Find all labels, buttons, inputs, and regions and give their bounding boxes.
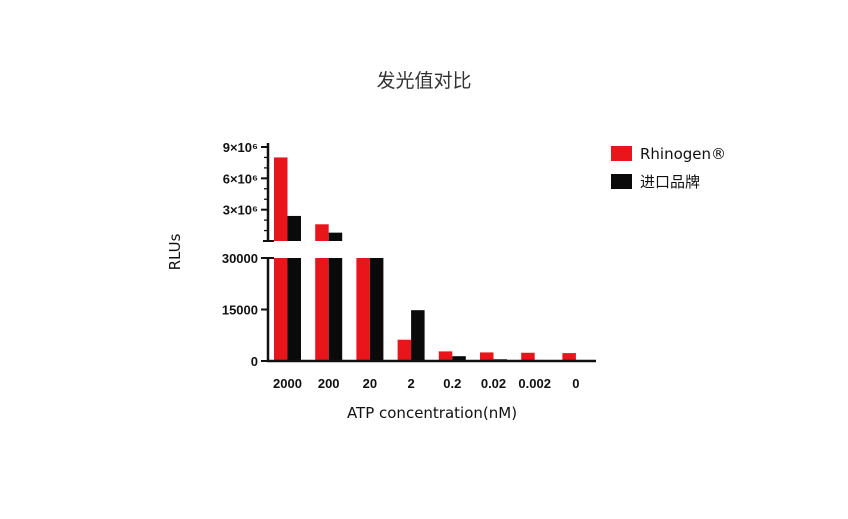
legend-label: 进口品牌 — [640, 173, 700, 191]
bar — [369, 258, 384, 361]
y-tick-label: 0 — [251, 354, 258, 369]
legend-swatch — [611, 146, 632, 161]
axes-layer — [261, 143, 596, 363]
y-tick-label: 3×10⁶ — [223, 203, 258, 218]
bar — [480, 352, 494, 361]
bar — [328, 232, 343, 241]
bar — [274, 157, 288, 241]
legend-label: Rhinogen® — [640, 145, 726, 163]
bar — [315, 258, 329, 361]
bar — [397, 339, 412, 361]
x-tick-label: 200 — [318, 376, 340, 391]
x-tick-label: 20 — [363, 376, 377, 391]
y-tick-label: 6×10⁶ — [223, 171, 258, 186]
y-tick-label: 30000 — [222, 251, 258, 266]
bar — [274, 258, 288, 361]
legend: Rhinogen® 进口品牌 — [611, 145, 726, 191]
bar — [328, 258, 343, 361]
bar — [287, 258, 301, 361]
x-tick-label: 0.02 — [481, 376, 506, 391]
y-axis-title: RLUs — [166, 233, 184, 270]
x-axis-title: ATP concentration(nM) — [347, 404, 517, 422]
bar — [411, 310, 425, 361]
y-tick-label: 15000 — [222, 303, 258, 318]
bar — [356, 258, 370, 361]
x-tick-label: 0.002 — [518, 376, 551, 391]
x-tick-label: 0.2 — [443, 376, 461, 391]
bar — [562, 353, 576, 361]
bar — [315, 224, 329, 241]
legend-swatch — [611, 174, 632, 189]
bars-layer — [274, 157, 590, 361]
y-tick-label: 9×10⁶ — [223, 140, 258, 155]
bar — [521, 352, 535, 361]
bar — [438, 351, 453, 361]
chart-title: 发光值对比 — [376, 70, 472, 92]
labels-layer: 0 15000 30000 3×10⁶ 6×10⁶ 9×10⁶ 2000 200 20 2 0.2 0… — [166, 140, 580, 422]
bar — [452, 356, 466, 361]
x-tick-label: 2 — [407, 376, 414, 391]
bar — [287, 215, 301, 241]
x-tick-label: 2000 — [273, 376, 302, 391]
x-tick-label: 0 — [572, 376, 579, 391]
